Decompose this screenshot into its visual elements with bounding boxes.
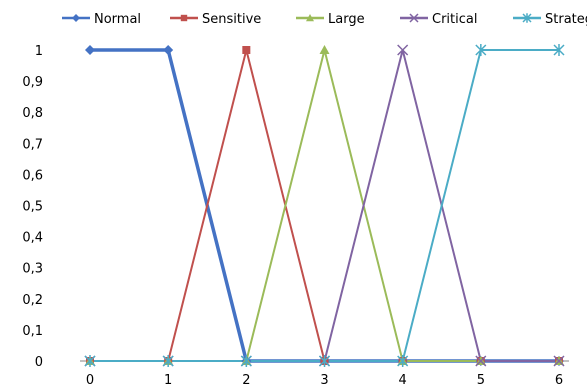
- x-tick-label: 1: [164, 373, 172, 388]
- series-markers: [84, 44, 565, 367]
- y-tick-label: 0,5: [22, 200, 43, 215]
- y-tick-label: 0,4: [22, 231, 43, 246]
- y-tick-label: 0,2: [22, 293, 43, 308]
- data-point-large: [319, 45, 330, 54]
- legend-label-critical: Critical: [432, 12, 477, 27]
- x-tick-label: 6: [555, 373, 563, 388]
- x-tick-label: 2: [242, 373, 250, 388]
- y-tick-label: 0,6: [22, 168, 43, 183]
- series-lines: [90, 48, 559, 363]
- data-point-strategic: [84, 355, 96, 367]
- x-tick-label: 0: [86, 373, 94, 388]
- legend-label-strategic: Strategic: [545, 12, 587, 27]
- y-tick-label: 0,9: [22, 75, 43, 90]
- series-line-normal: [90, 48, 559, 363]
- data-point-sensitive: [242, 46, 251, 54]
- data-point-strategic: [240, 355, 252, 367]
- x-tick-label: 5: [477, 373, 485, 388]
- legend-label-large: Large: [328, 12, 365, 27]
- data-point-normal: [163, 45, 174, 55]
- y-tick-label: 0,1: [22, 324, 43, 339]
- data-point-strategic: [318, 355, 331, 367]
- data-point-normal: [85, 45, 95, 55]
- legend-marker-strategic: [522, 13, 532, 23]
- legend-marker-sensitive: [180, 14, 188, 22]
- data-point-critical: [475, 355, 487, 367]
- y-axis: 0 0,1 0,2 0,3 0,4 0,5 0,6 0,7 0,8 0,9 1: [22, 44, 43, 370]
- y-tick-label: 0,7: [22, 137, 43, 152]
- series-line-sensitive: [90, 49, 559, 362]
- data-point-strategic: [397, 355, 409, 367]
- legend-label-normal: Normal: [94, 12, 141, 27]
- series-line-strategic: [90, 49, 559, 362]
- legend: Normal Sensitive Large Critical Strategic: [62, 12, 587, 27]
- series-line-large: [90, 49, 559, 362]
- data-point-strategic: [553, 44, 565, 56]
- data-point-strategic: [475, 44, 487, 56]
- y-tick-label: 0,8: [22, 106, 43, 121]
- series-line-critical: [90, 49, 559, 362]
- y-tick-label: 0,3: [22, 262, 43, 277]
- legend-marker-critical: [409, 13, 419, 23]
- data-point-strategic: [162, 355, 174, 367]
- legend-label-sensitive: Sensitive: [202, 12, 261, 27]
- x-tick-label: 3: [320, 373, 328, 388]
- data-point-critical: [397, 44, 409, 56]
- data-point-critical: [553, 355, 565, 367]
- y-tick-label: 0: [35, 355, 43, 370]
- legend-marker-normal: [72, 14, 80, 22]
- x-tick-label: 4: [399, 373, 407, 388]
- legend-marker-large: [306, 14, 314, 22]
- y-tick-label: 1: [35, 44, 43, 59]
